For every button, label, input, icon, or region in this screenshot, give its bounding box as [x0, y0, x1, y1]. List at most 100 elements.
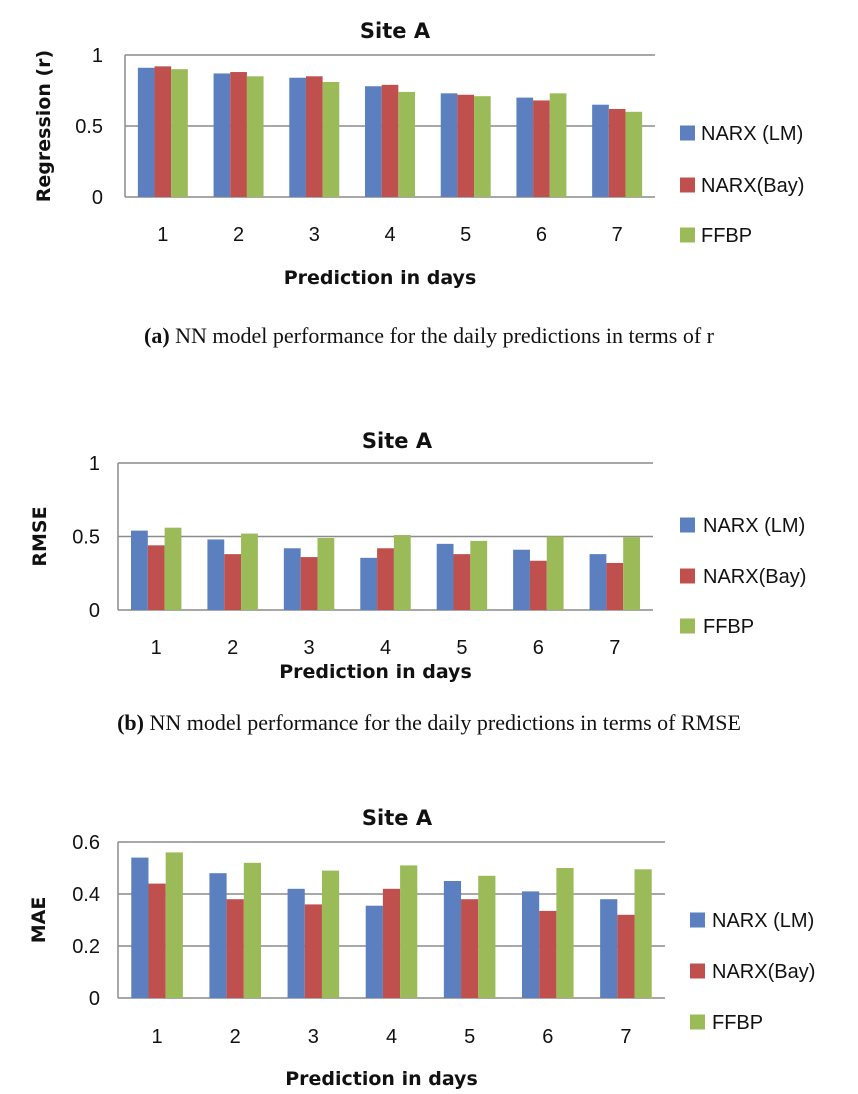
bar-ffbp-day-7 [625, 111, 643, 197]
bar-narx-bay-day-4 [381, 84, 399, 197]
legend-swatch [680, 568, 695, 584]
chart-panel-a: 0 0.5 1 1 2 3 4 5 6 7 Site A Prediction in days Regr… [0, 0, 858, 300]
bar-ffbp-day-2 [243, 862, 262, 998]
bar-ffbp-day-6 [549, 93, 567, 197]
legend-swatch [690, 1014, 705, 1030]
x-tick-label: 3 [304, 637, 315, 659]
bar-narx-lm-day-6 [521, 891, 540, 998]
legend-label: NARX(Bay) [703, 566, 806, 588]
bar-narx-bay-day-7 [608, 108, 626, 197]
legend-swatch [680, 177, 695, 193]
x-tick-label: 7 [609, 637, 620, 659]
x-tick-label: 7 [612, 224, 623, 246]
x-axis-label: Prediction in days [285, 1068, 478, 1090]
y-tick-label: 0.2 [72, 936, 100, 958]
bar-narx-lm-day-3 [289, 77, 306, 197]
y-tick-label: 0.4 [72, 884, 100, 906]
bar-narx-bay-day-3 [300, 557, 318, 610]
chart-title: Site A [362, 806, 433, 830]
bar-narx-bay-day-2 [224, 554, 242, 610]
bar-narx-lm-day-6 [516, 97, 534, 197]
legend-swatch [690, 963, 705, 979]
bar-narx-bay-day-4 [377, 548, 394, 610]
legend-label: NARX (LM) [701, 123, 803, 145]
bar-narx-lm-day-3 [287, 888, 305, 998]
legend-label: NARX(Bay) [712, 961, 815, 983]
x-tick-label: 2 [233, 224, 244, 246]
bar-ffbp-day-2 [246, 76, 264, 197]
bar-narx-lm-day-3 [283, 548, 301, 610]
bar-ffbp-day-7 [634, 869, 652, 998]
y-tick-label: 1 [89, 453, 100, 475]
chart-title: Site A [360, 19, 431, 43]
y-tick-label: 0.5 [75, 116, 103, 138]
x-axis-label: Prediction in days [279, 661, 472, 683]
caption-b-label: (b) [117, 710, 144, 735]
bar-ffbp-day-1 [164, 527, 182, 610]
x-tick-label: 6 [536, 224, 547, 246]
x-axis-label: Prediction in days [284, 267, 477, 289]
bar-narx-lm-day-4 [360, 557, 378, 610]
bar-narx-bay-day-1 [154, 66, 172, 197]
bar-narx-bay-day-6 [539, 910, 557, 998]
bar-narx-bay-day-2 [226, 899, 244, 998]
bar-ffbp-day-1 [171, 69, 188, 197]
x-tick-label: 5 [460, 224, 471, 246]
caption-a: (a) NN model performance for the daily p… [0, 323, 858, 349]
bar-narx-bay-day-5 [457, 94, 475, 197]
bar-ffbp-day-1 [165, 852, 183, 998]
x-tick-label: 4 [386, 1026, 397, 1048]
bar-narx-lm-day-7 [600, 899, 618, 998]
y-tick-label: 1 [92, 45, 103, 67]
chart-panel-b: 0 0.5 1 1 2 3 4 5 6 7 Site A Prediction in days RMSE… [0, 410, 858, 700]
bar-ffbp-day-4 [398, 91, 415, 197]
legend-swatch [680, 618, 695, 634]
legend-swatch [690, 912, 705, 928]
x-tick-label: 2 [230, 1026, 241, 1048]
bar-narx-lm-day-2 [209, 873, 227, 998]
bar-narx-lm-day-5 [440, 93, 458, 197]
y-tick-label: 0 [89, 988, 100, 1010]
x-tick-label: 2 [227, 637, 238, 659]
x-tick-label: 4 [384, 224, 395, 246]
bar-ffbp-day-5 [478, 875, 496, 998]
x-tick-label: 3 [308, 1026, 319, 1048]
bar-narx-lm-day-7 [589, 554, 607, 610]
bar-narx-bay-day-1 [148, 883, 166, 998]
chart-title: Site A [362, 429, 433, 453]
x-tick-label: 5 [456, 637, 467, 659]
bar-narx-lm-day-5 [443, 881, 462, 998]
bar-narx-lm-day-2 [207, 539, 225, 610]
x-tick-label: 6 [533, 637, 544, 659]
bar-ffbp-day-7 [623, 537, 641, 610]
bar-narx-bay-day-3 [305, 76, 323, 197]
x-tick-label: 1 [151, 637, 162, 659]
bar-ffbp-day-6 [546, 536, 564, 610]
bar-narx-bay-day-6 [529, 560, 547, 610]
bar-narx-lm-day-1 [137, 67, 155, 197]
bar-ffbp-day-4 [393, 535, 411, 610]
x-tick-label: 7 [620, 1026, 631, 1048]
legend-swatch [680, 227, 695, 243]
bar-narx-bay-day-7 [606, 562, 624, 610]
bar-narx-bay-day-6 [533, 100, 550, 197]
bar-ffbp-day-3 [322, 81, 340, 197]
y-tick-label: 0.6 [72, 832, 100, 854]
y-tick-label: 0 [89, 600, 100, 622]
caption-b: (b) NN model performance for the daily p… [0, 710, 858, 736]
y-axis-label: Regression (r) [33, 50, 55, 202]
x-tick-label: 3 [309, 224, 320, 246]
x-tick-label: 1 [157, 224, 168, 246]
bar-narx-lm-day-4 [365, 86, 382, 197]
legend-label: NARX(Bay) [701, 175, 804, 197]
bar-ffbp-day-5 [474, 96, 491, 197]
chart-panel-c: 0 0.2 0.4 0.6 1 2 3 4 5 6 7 Site A Prediction in day… [0, 790, 858, 1094]
legend-label: NARX (LM) [712, 910, 814, 932]
bar-narx-lm-day-2 [213, 73, 231, 197]
chart-r: 0 0.5 1 1 2 3 4 5 6 7 Site A Prediction in days Regr… [33, 19, 804, 289]
y-tick-label: 0.5 [72, 527, 100, 549]
x-tick-label: 5 [464, 1026, 475, 1048]
x-tick-label: 6 [542, 1026, 553, 1048]
bar-narx-lm-day-6 [513, 549, 530, 610]
legend-label: NARX (LM) [703, 515, 805, 537]
